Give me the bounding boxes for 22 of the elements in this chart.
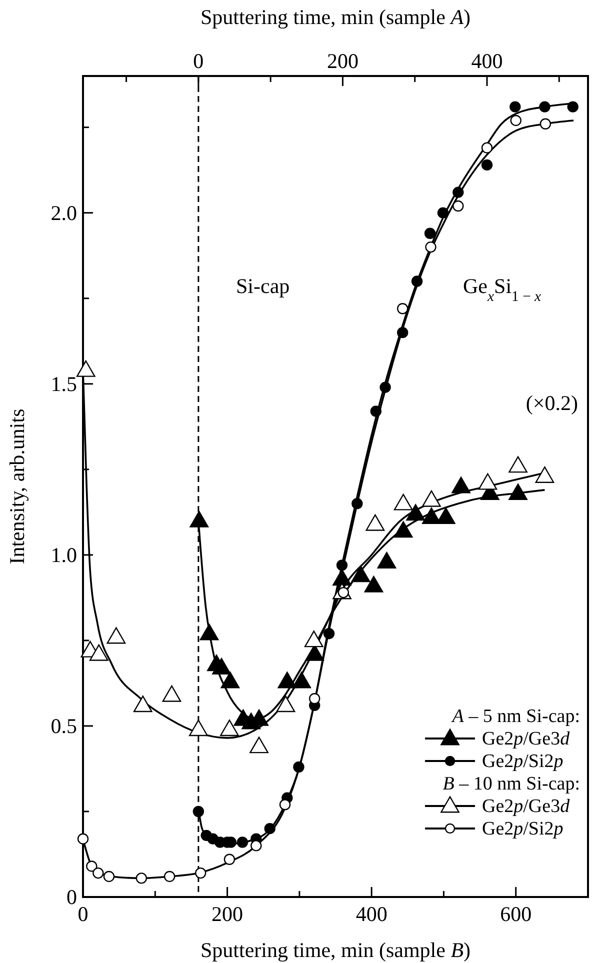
- y-tick-label: 1.0: [50, 542, 77, 567]
- x2-axis-title: Sputtering time, min (sample A): [200, 5, 471, 29]
- x-tick-label: 600: [500, 902, 532, 926]
- annotation: Si-cap: [236, 274, 290, 298]
- annotation: (×0.2): [526, 391, 578, 415]
- y-axis-title: Intensity, arb.units: [5, 408, 29, 564]
- y-tick-label: 1.5: [50, 372, 77, 396]
- x-tick-label: 200: [212, 902, 244, 926]
- x-axis-title: Sputtering time, min (sample B): [200, 938, 471, 962]
- x-tick-label: 400: [356, 902, 388, 926]
- y-tick-label: 2.0: [50, 200, 77, 225]
- y-tick-label: 0: [66, 885, 77, 909]
- legend-label: Ge2p/Ge3d: [482, 796, 570, 817]
- legend-label: Ge2p/Ge3d: [482, 728, 570, 750]
- x2-tick-label: 400: [471, 49, 503, 73]
- annotation: B – 10 nm Si-cap:: [442, 774, 580, 794]
- y-tick-label: 0.5: [50, 714, 77, 738]
- annotation: A – 5 nm Si-cap:: [450, 706, 580, 727]
- legend-label: Ge2p/Si2p: [482, 751, 564, 772]
- legend-label: Ge2p/Si2p: [482, 818, 564, 840]
- x2-tick-label: 200: [326, 49, 358, 73]
- x2-tick-label: 0: [193, 49, 204, 73]
